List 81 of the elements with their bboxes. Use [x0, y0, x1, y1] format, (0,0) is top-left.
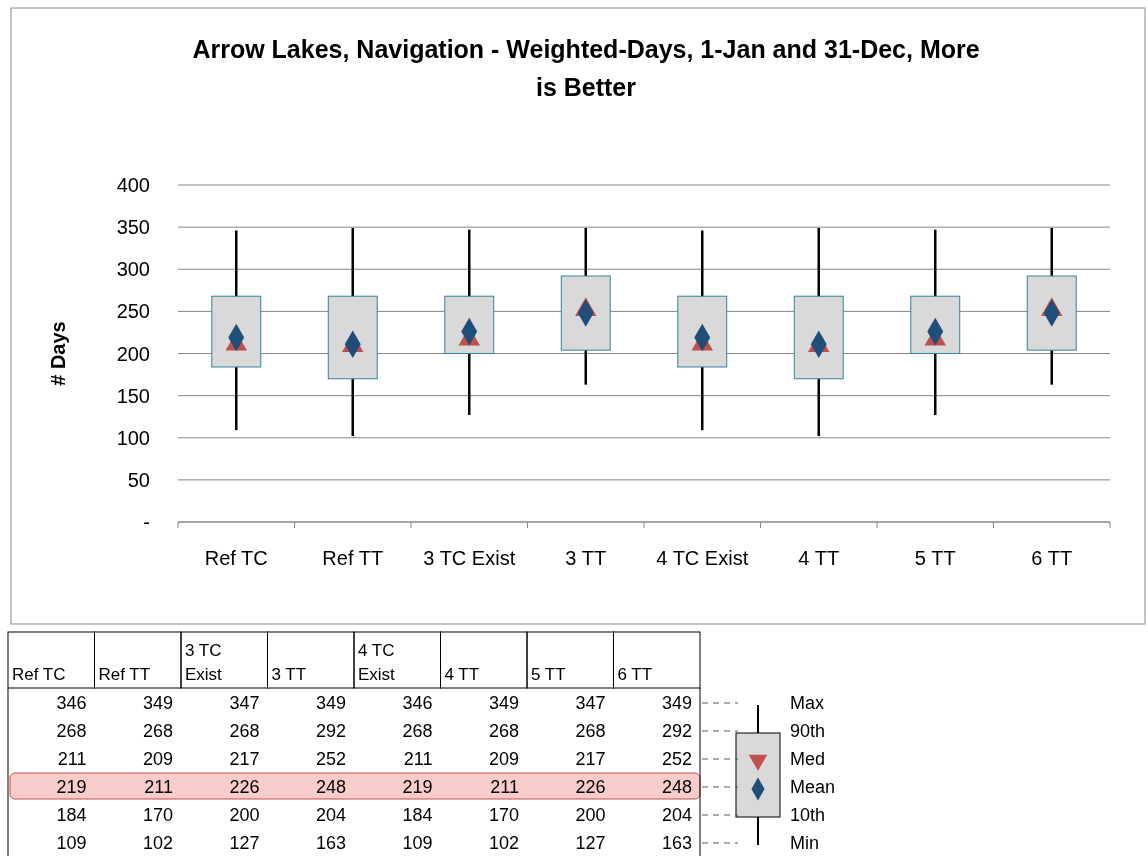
text: 219: [402, 777, 433, 797]
text: 346: [402, 693, 433, 713]
text: 204: [315, 805, 346, 825]
text: 211: [403, 749, 433, 769]
text: Min: [790, 833, 820, 853]
category-label: 4 TT: [444, 665, 480, 684]
text: 200: [229, 805, 260, 825]
text: 102: [142, 833, 173, 853]
y-tick-label: 200: [116, 342, 150, 365]
x-tick-label: 5 TT: [914, 547, 956, 569]
text: 109: [402, 833, 433, 853]
text: 349: [488, 693, 519, 713]
y-tick-label: 350: [116, 216, 150, 239]
text: 204: [661, 805, 692, 825]
text: 184: [56, 805, 87, 825]
text: 292: [661, 721, 692, 741]
category-label: 6 TT: [617, 665, 653, 684]
y-tick-label: 400: [116, 174, 150, 196]
x-tick-label: 3 TT: [565, 547, 607, 569]
y-axis-title: # Days: [47, 321, 69, 386]
text: 209: [488, 749, 519, 769]
y-tick-label: -: [143, 511, 150, 533]
text: 347: [575, 693, 606, 713]
text: 347: [229, 693, 260, 713]
text: 226: [575, 777, 606, 797]
x-tick-label: 3 TC Exist: [423, 547, 516, 569]
text: 248: [315, 777, 346, 797]
text: 90th: [790, 721, 826, 741]
category-label: Ref TT: [98, 665, 151, 684]
x-tick-label: 4 TC Exist: [656, 547, 749, 569]
text: 170: [488, 805, 519, 825]
text: 184: [402, 805, 433, 825]
text: 226: [229, 777, 260, 797]
x-tick-label: 6 TT: [1031, 547, 1073, 569]
text: 200: [575, 805, 606, 825]
text: 268: [488, 721, 519, 741]
category-label: 3 TC Exist: [185, 641, 222, 684]
x-tick-label: Ref TC: [204, 547, 268, 569]
text: 209: [142, 749, 173, 769]
text: 268: [142, 721, 173, 741]
y-tick-label: 150: [116, 384, 150, 407]
text: Max: [790, 693, 825, 713]
text: 163: [661, 833, 692, 853]
text: 349: [142, 693, 173, 713]
text: 127: [575, 833, 606, 853]
x-tick-label: Ref TT: [322, 547, 384, 569]
text: 217: [575, 749, 606, 769]
category-label: 4 TC Exist: [358, 641, 395, 684]
text: 217: [229, 749, 260, 769]
chart-title: Arrow Lakes, Navigation - Weighted-Days, 1-Jan and 31-Dec, More is Better: [192, 35, 980, 101]
text: 211: [490, 777, 519, 797]
text: 211: [144, 777, 173, 797]
text: 127: [229, 833, 260, 853]
category-label: Ref TC: [12, 665, 66, 684]
text: Mean: [790, 777, 836, 797]
text: 219: [56, 777, 87, 797]
text: 268: [229, 721, 260, 741]
y-tick-label: 250: [116, 300, 150, 323]
text: 349: [661, 693, 692, 713]
text: 211: [57, 749, 87, 769]
category-label: 5 TT: [531, 665, 566, 684]
category-label: 3 TT: [271, 665, 307, 684]
text: 170: [142, 805, 173, 825]
text: 268: [402, 721, 433, 741]
x-tick-label: 4 TT: [798, 547, 840, 569]
text: Med: [790, 749, 826, 769]
text: 292: [315, 721, 346, 741]
text: 163: [315, 833, 346, 853]
text: 109: [56, 833, 87, 853]
text: 268: [56, 721, 87, 741]
text: 102: [488, 833, 519, 853]
text: 10th: [790, 805, 826, 825]
text: 346: [56, 693, 87, 713]
y-tick-label: 300: [116, 258, 150, 281]
text: 349: [315, 693, 346, 713]
text: 248: [661, 777, 692, 797]
text: 252: [315, 749, 346, 769]
text: 252: [661, 749, 692, 769]
text: 268: [575, 721, 606, 741]
y-tick-label: 50: [127, 468, 150, 491]
y-tick-label: 100: [116, 426, 150, 449]
